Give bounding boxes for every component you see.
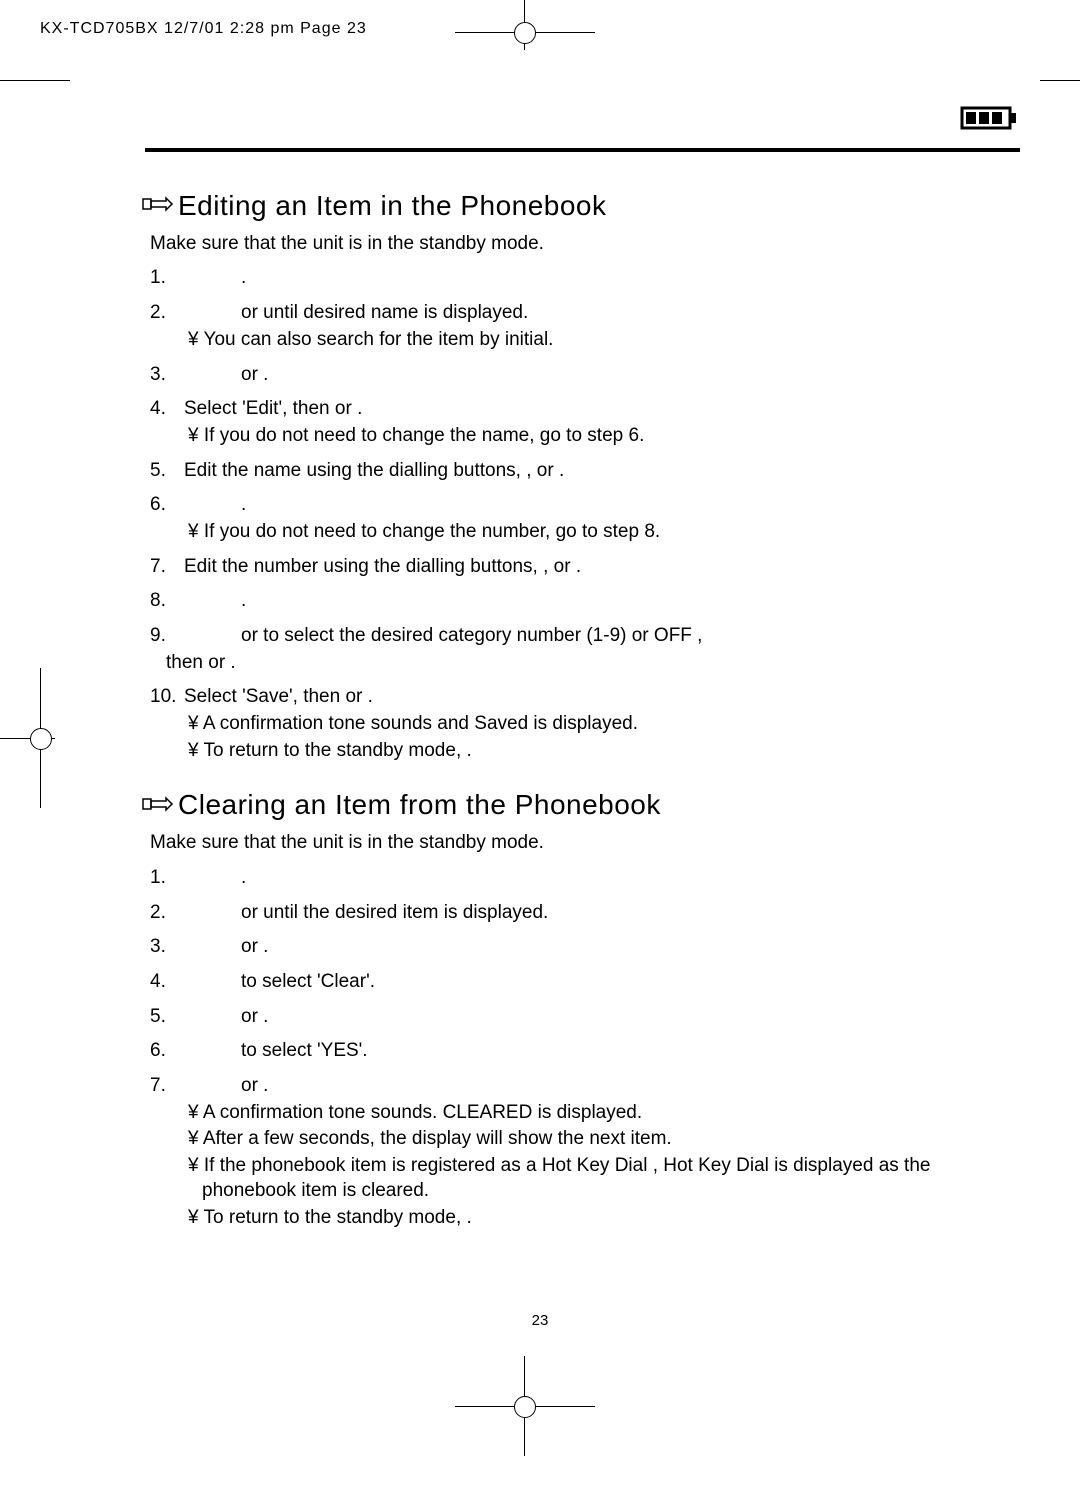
pointing-hand-icon <box>142 189 176 225</box>
step-text: Select 'Edit', then or . <box>184 398 362 419</box>
step: xxxxxxor . <box>150 935 1020 960</box>
step-text: or . <box>241 1075 268 1096</box>
section-title-text: Editing an Item in the Phonebook <box>178 190 607 221</box>
intro-text: Make sure that the unit is in the standb… <box>150 831 1020 856</box>
substep: To return to the standby mode, . <box>184 739 1020 764</box>
section-title-clearing: Clearing an Item from the Phonebook <box>142 787 1020 825</box>
page-number: 23 <box>0 1312 1080 1329</box>
step-text: or to select the desired category number… <box>241 625 702 646</box>
step: xxxxxxor until desired name is displayed… <box>150 301 1020 352</box>
substep: If the phonebook item is registered as a… <box>184 1154 1020 1203</box>
substep: If you do not need to change the name, g… <box>184 424 1020 449</box>
step-text: Select 'Save', then or . <box>184 686 373 707</box>
substep: After a few seconds, the display will sh… <box>184 1127 1020 1152</box>
horizontal-rule <box>145 148 1020 152</box>
trim-rule <box>1040 80 1080 81</box>
step: xxxxxxor . <box>150 363 1020 388</box>
step: Edit the number using the dialling butto… <box>150 555 1020 580</box>
crop-mark <box>30 728 52 750</box>
step: xxxxxxto select 'Clear'. <box>150 970 1020 995</box>
crop-mark <box>514 1396 536 1418</box>
step: xxxxxxor . A confirmation tone sounds. C… <box>150 1074 1020 1230</box>
pointing-hand-icon <box>142 789 176 825</box>
clearing-steps: xxxxxx. xxxxxxor until the desired item … <box>150 866 1020 1230</box>
substep: You can also search for the item by init… <box>184 328 1020 353</box>
page: KX-TCD705BX 12/7/01 2:28 pm Page 23 <box>0 0 1080 1509</box>
intro-text: Make sure that the unit is in the standb… <box>150 232 1020 257</box>
step: xxxxxx. <box>150 589 1020 614</box>
step: xxxxxx. <box>150 266 1020 291</box>
step-text: to select 'Clear'. <box>241 971 375 992</box>
step-text: Edit the number using the dialling butto… <box>184 556 581 577</box>
step: Select 'Save', then or . A confirmation … <box>150 685 1020 763</box>
step-text: or . <box>241 1006 268 1027</box>
step: xxxxxxor until the desired item is displ… <box>150 901 1020 926</box>
substep: A confirmation tone sounds. CLEARED is d… <box>184 1101 1020 1126</box>
step: xxxxxx. <box>150 866 1020 891</box>
substep: To return to the standby mode, . <box>184 1206 1020 1231</box>
step: xxxxxxor to select the desired category … <box>150 624 1020 675</box>
step-text: or until desired name is displayed. <box>241 302 528 323</box>
crop-mark <box>514 22 536 44</box>
step: Select 'Edit', then or . If you do not n… <box>150 397 1020 448</box>
step-text: . <box>241 867 246 888</box>
step-text: . <box>241 494 246 515</box>
step-text: . <box>241 590 246 611</box>
step-text: . <box>241 267 246 288</box>
substep: If you do not need to change the number,… <box>184 520 1020 545</box>
step-text: or until the desired item is displayed. <box>241 902 548 923</box>
step: Edit the name using the dialling buttons… <box>150 459 1020 484</box>
step-text: or . <box>241 364 268 385</box>
content-area: Editing an Item in the Phonebook Make su… <box>150 180 1020 1240</box>
editing-steps: xxxxxx. xxxxxxor until desired name is d… <box>150 266 1020 763</box>
substep: A confirmation tone sounds and Saved is … <box>184 712 1020 737</box>
trim-rule <box>0 80 70 81</box>
step-continuation: then or . <box>166 651 1020 676</box>
step-text: Edit the name using the dialling buttons… <box>184 460 564 481</box>
step-text: or . <box>241 936 268 957</box>
battery-icon <box>960 102 1020 139</box>
step: xxxxxxor . <box>150 1005 1020 1030</box>
step-text: to select 'YES'. <box>241 1040 368 1061</box>
print-header: KX-TCD705BX 12/7/01 2:28 pm Page 23 <box>40 20 367 38</box>
section-title-text: Clearing an Item from the Phonebook <box>178 789 661 820</box>
step: xxxxxx. If you do not need to change the… <box>150 493 1020 544</box>
step: xxxxxxto select 'YES'. <box>150 1039 1020 1064</box>
section-title-editing: Editing an Item in the Phonebook <box>142 188 1020 226</box>
